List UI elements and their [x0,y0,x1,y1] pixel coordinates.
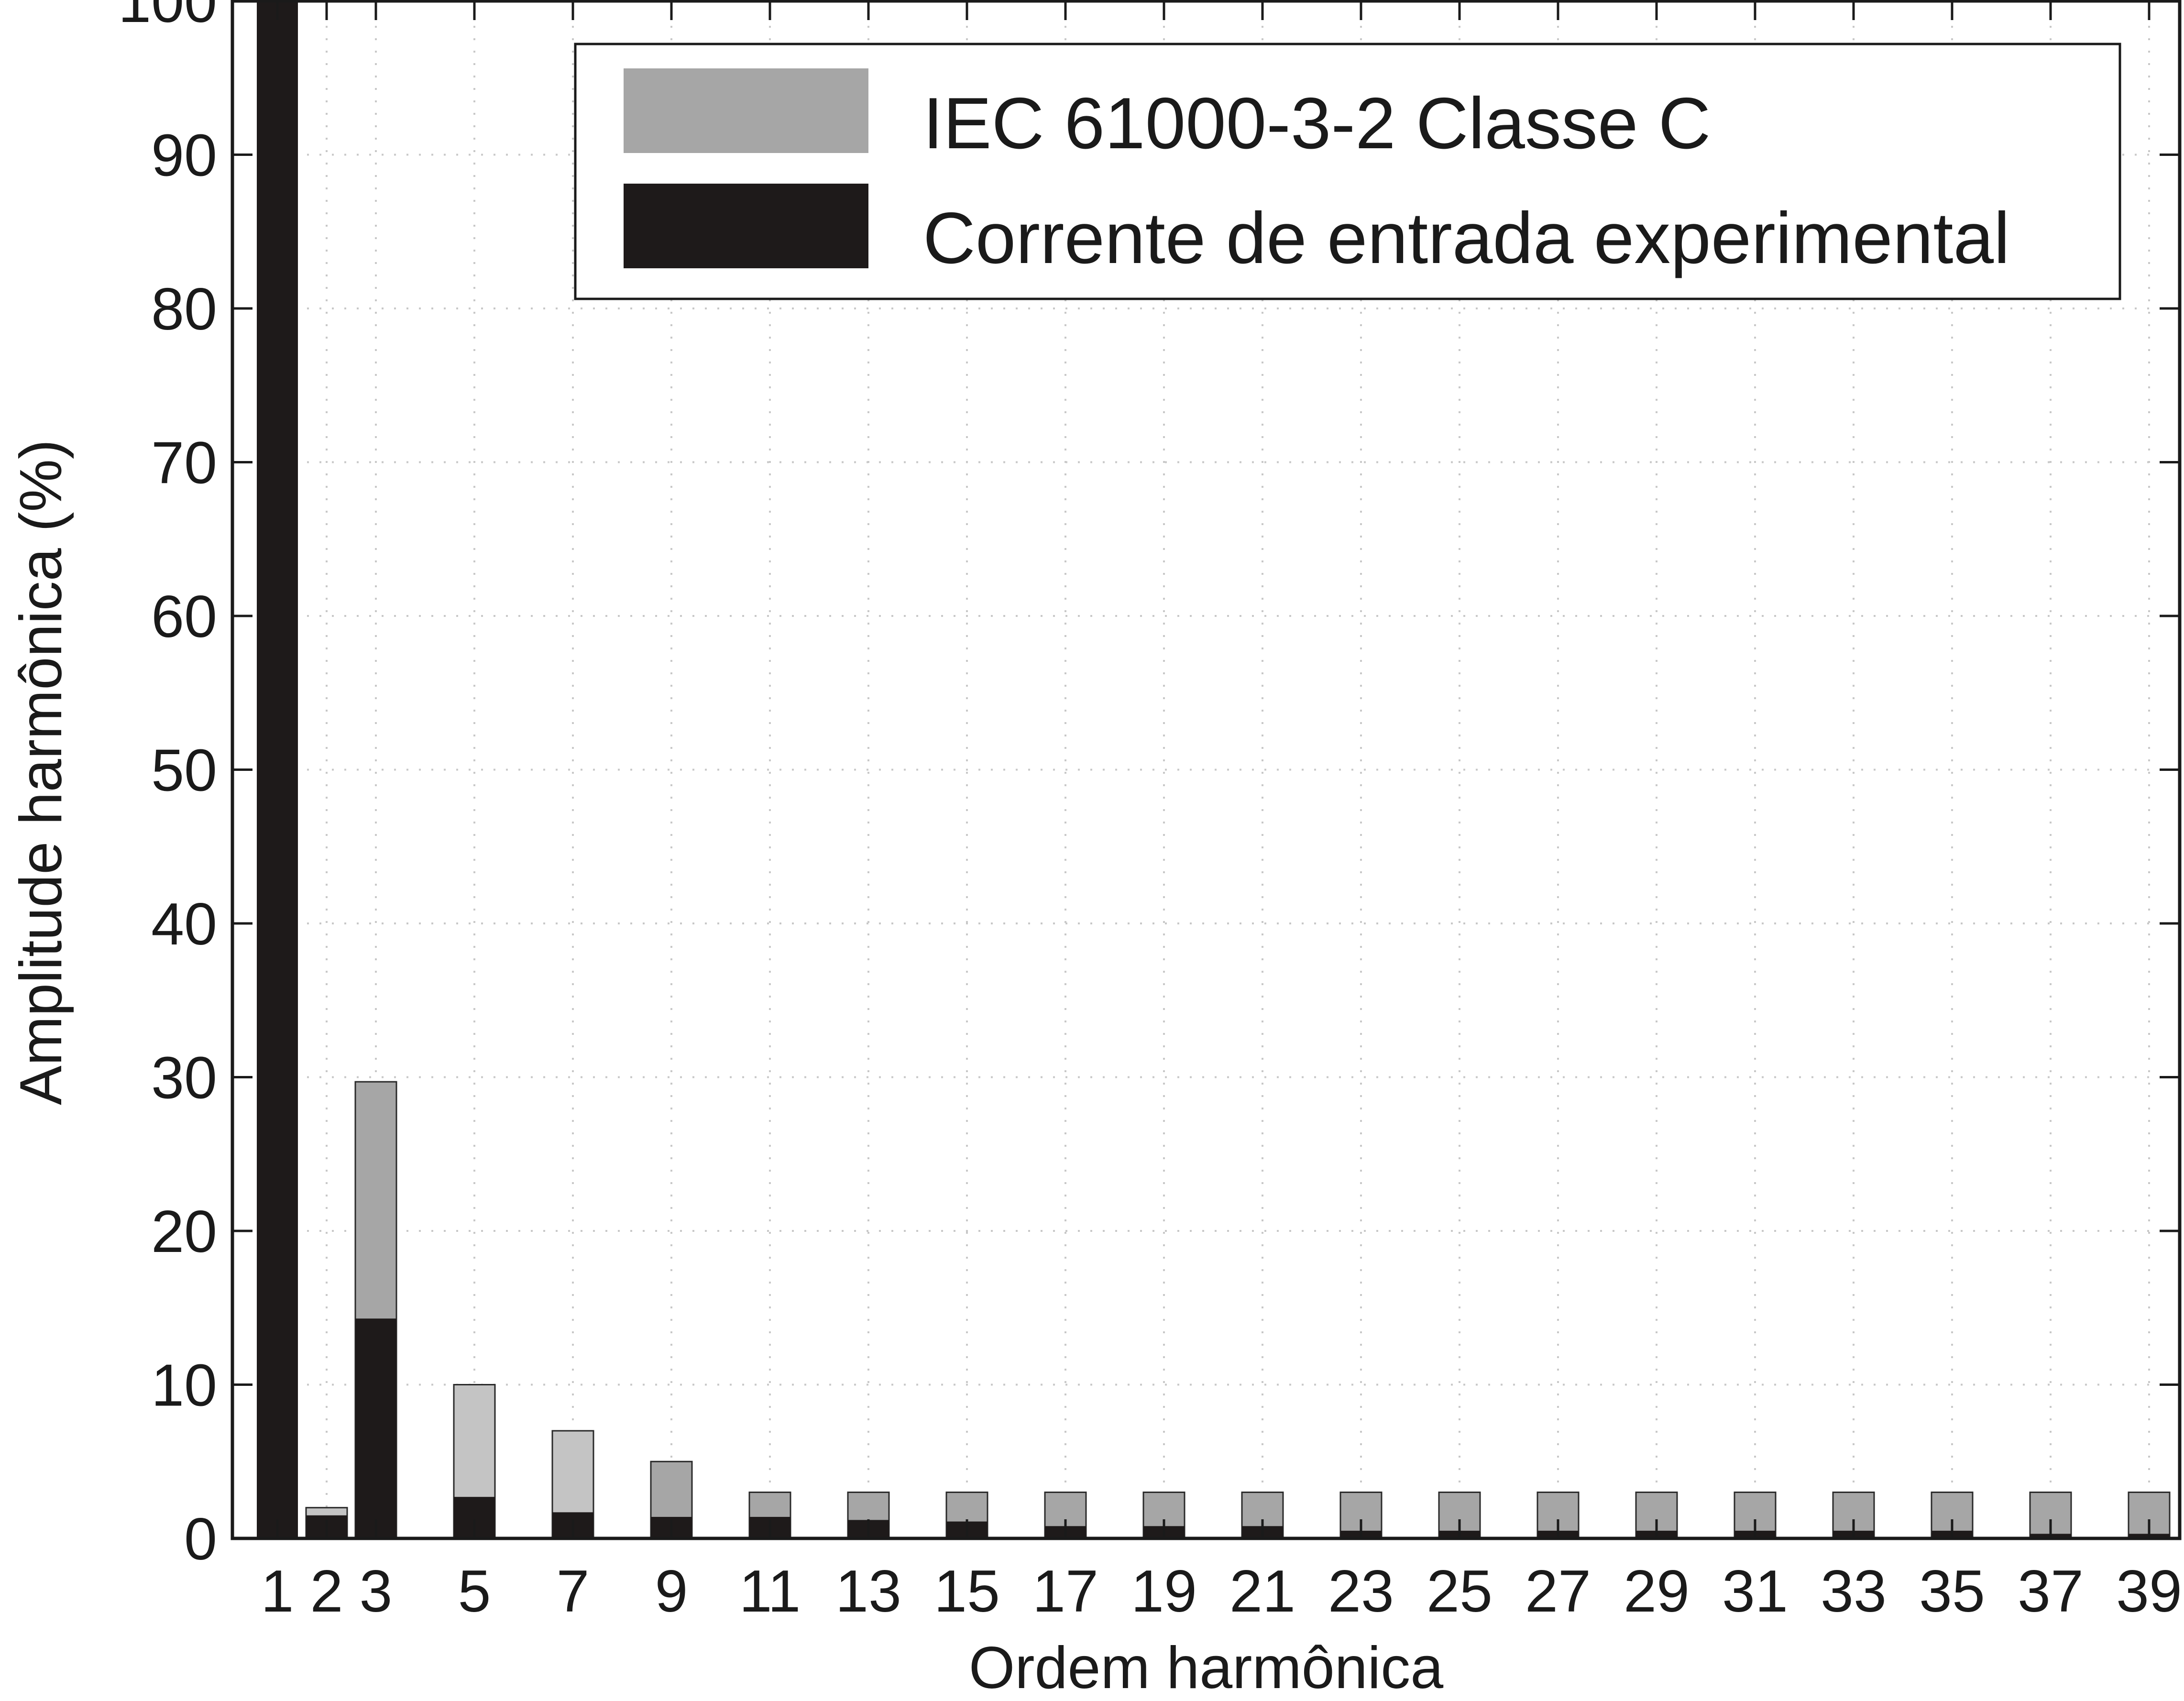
y-tick-label-20: 20 [151,1199,217,1265]
legend: IEC 61000-3-2 Classe C Corrente de entra… [574,43,2121,300]
x-tick-label-19: 19 [1131,1558,1197,1624]
y-tick-labels: 0 10 20 30 40 50 60 70 80 90 100 [118,0,217,1572]
x-tick-label-21: 21 [1229,1558,1295,1624]
x-tick-label-29: 29 [1624,1558,1690,1624]
x-tick-label-39: 39 [2116,1558,2182,1624]
legend-label-iec: IEC 61000-3-2 Classe C [923,83,1711,164]
legend-swatch-iec [624,68,868,153]
y-tick-label-80: 80 [151,276,217,342]
x-tick-label-2: 2 [310,1558,343,1624]
x-tick-label-17: 17 [1032,1558,1098,1624]
y-tick-label-40: 40 [151,891,217,957]
x-tick-label-33: 33 [1821,1558,1887,1624]
x-tick-label-25: 25 [1427,1558,1493,1624]
y-tick-label-10: 10 [151,1353,217,1419]
y-tick-label-60: 60 [151,584,217,650]
x-tick-label-13: 13 [835,1558,901,1624]
x-tick-label-27: 27 [1525,1558,1591,1624]
x-tick-label-23: 23 [1328,1558,1394,1624]
grid-lines [232,1,2180,1538]
x-tick-label-37: 37 [2018,1558,2084,1624]
x-tick-label-5: 5 [458,1558,491,1624]
x-tick-label-7: 7 [557,1558,590,1624]
bar-experimental-h3 [355,1318,396,1538]
y-tick-label-0: 0 [184,1506,217,1572]
y-tick-label-50: 50 [151,738,217,804]
y-tick-label-100: 100 [118,0,217,35]
legend-label-experimental: Corrente de entrada experimental [923,198,2010,279]
x-axis-title: Ordem harmônica [969,1635,1443,1701]
x-tick-label-9: 9 [655,1558,688,1624]
x-tick-labels: 1 2 3 5 7 9 11 13 15 17 19 21 23 25 27 29 31 33 35 37 39 [261,1558,2182,1624]
y-tick-label-30: 30 [151,1045,217,1111]
bar-experimental-h1 [257,1,298,1538]
y-tick-label-70: 70 [151,430,217,496]
y-axis-title: Amplitude harmônica (%) [8,439,74,1105]
x-tick-label-1: 1 [261,1558,294,1624]
x-tick-label-3: 3 [360,1558,393,1624]
axis-ticks [232,0,2180,1540]
bars [257,1,2171,1539]
x-tick-label-11: 11 [739,1558,801,1624]
legend-swatch-experimental [624,184,868,268]
x-tick-label-31: 31 [1722,1558,1788,1624]
x-tick-label-35: 35 [1919,1558,1985,1624]
y-tick-label-90: 90 [151,123,217,189]
x-tick-label-15: 15 [934,1558,1000,1624]
